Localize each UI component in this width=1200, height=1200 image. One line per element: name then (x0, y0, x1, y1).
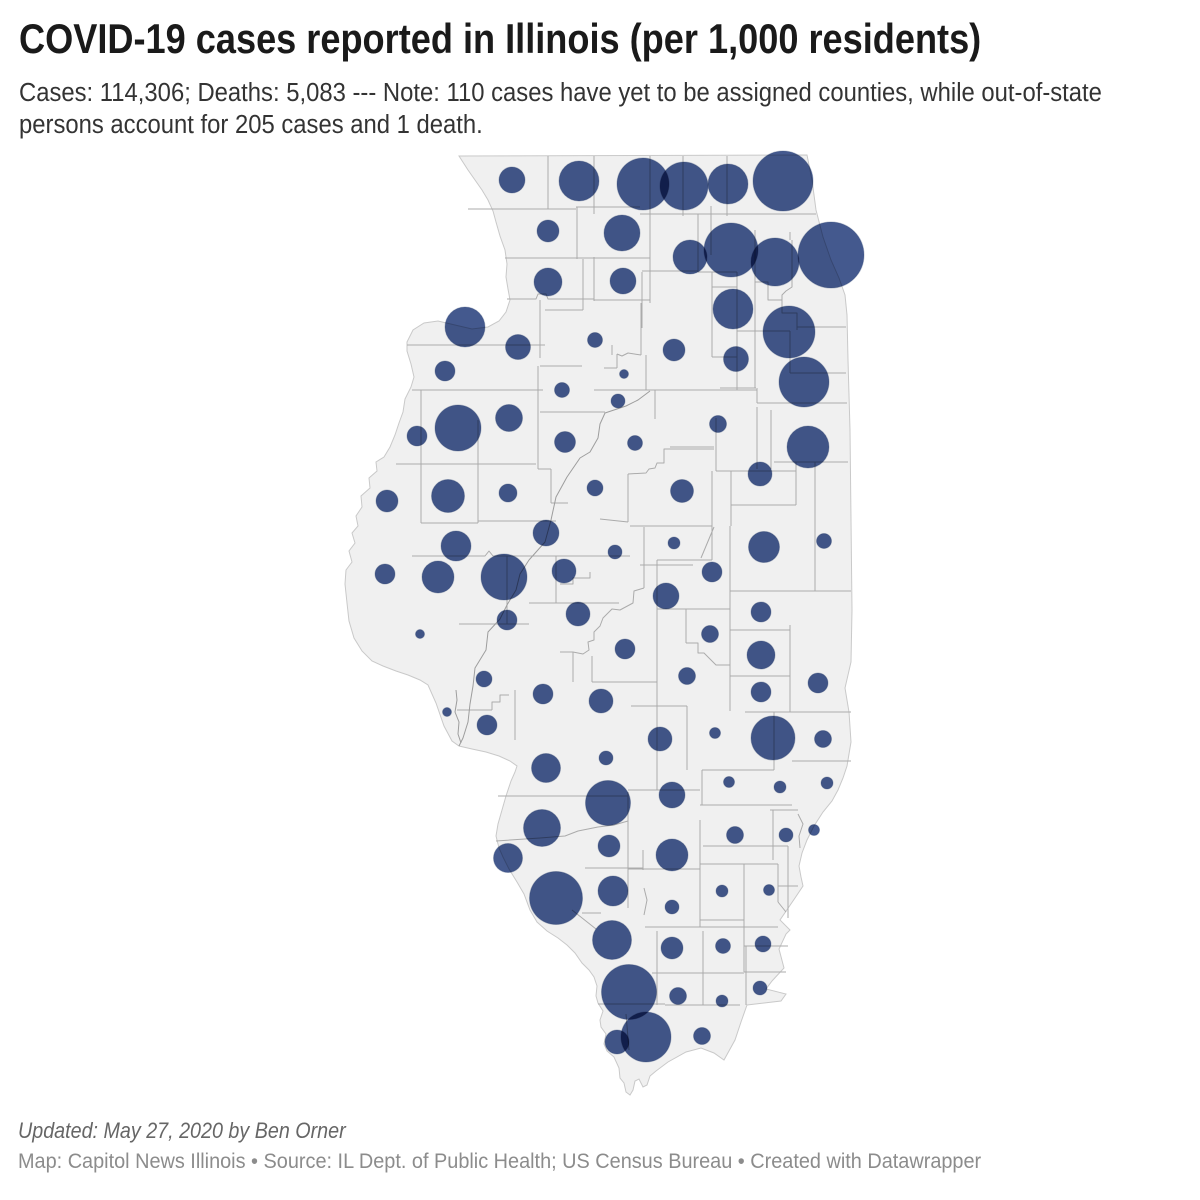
svg-text:Map: Capitol News Illinois • S: Map: Capitol News Illinois • Source: IL … (18, 1150, 981, 1174)
svg-text:Cases: 114,306; Deaths: 5,083: Cases: 114,306; Deaths: 5,083 --- Note: … (19, 78, 1102, 107)
svg-text:persons account for 205 cases: persons account for 205 cases and 1 deat… (19, 110, 483, 139)
svg-text:Updated: May 27, 2020 by Ben O: Updated: May 27, 2020 by Ben Orner (18, 1119, 347, 1143)
svg-text:COVID-19 cases reported in Ill: COVID-19 cases reported in Illinois (per… (19, 17, 981, 63)
